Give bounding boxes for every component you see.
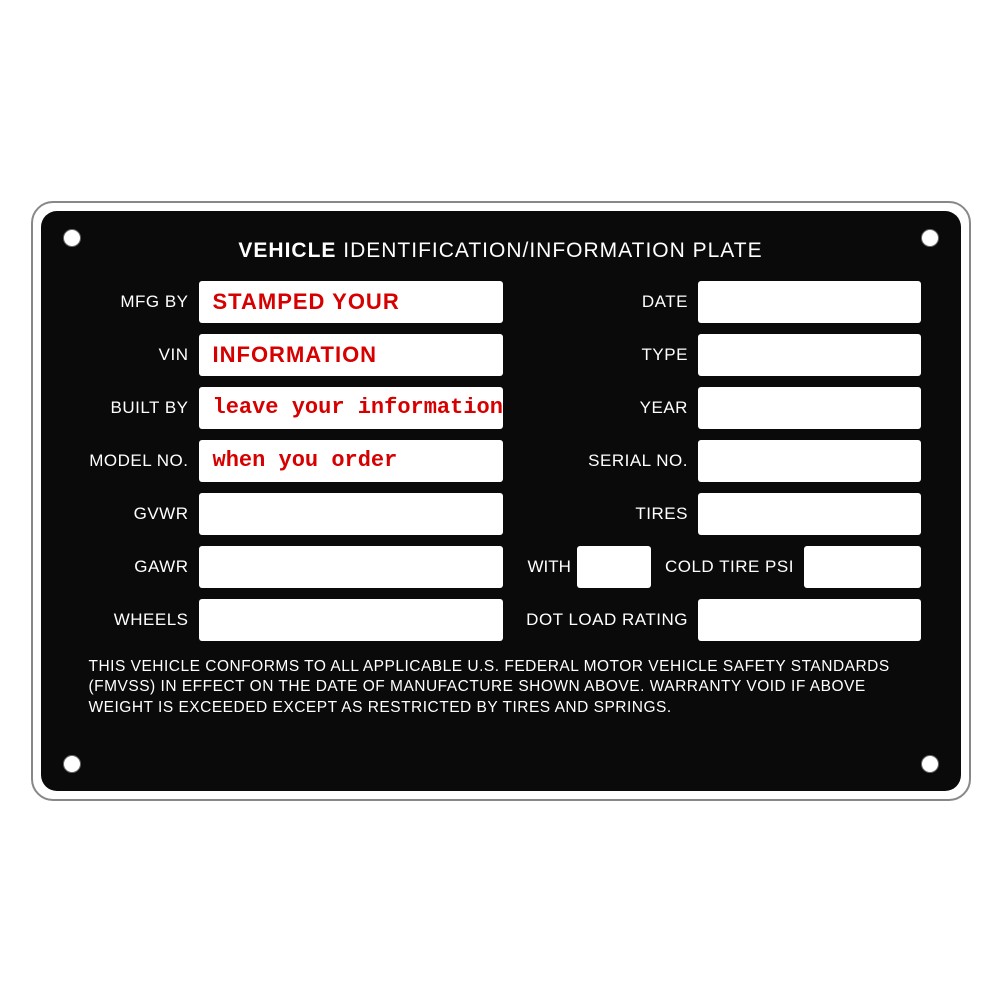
overlay-text: when you order	[213, 448, 398, 473]
field-serial-no: SERIAL NO.	[523, 440, 921, 482]
title-thin: IDENTIFICATION/INFORMATION PLATE	[336, 239, 762, 262]
field-box	[698, 599, 921, 641]
mounting-hole	[921, 755, 939, 773]
field-tires: TIRES	[523, 493, 921, 535]
field-box	[698, 493, 921, 535]
mounting-hole	[63, 229, 81, 247]
overlay-text: leave your information	[213, 395, 503, 420]
field-box: STAMPED YOUR	[199, 281, 503, 323]
field-model-no: MODEL NO. when you order	[81, 440, 503, 482]
field-label: COLD TIRE PSI	[661, 557, 804, 577]
field-label: YEAR	[523, 398, 698, 418]
field-gawr: GAWR	[81, 546, 503, 588]
field-vin: VIN INFORMATION	[81, 334, 503, 376]
field-box	[698, 440, 921, 482]
field-label: BUILT BY	[81, 398, 199, 418]
field-box: INFORMATION	[199, 334, 503, 376]
field-box: when you order	[199, 440, 503, 482]
field-box	[804, 546, 921, 588]
field-box	[698, 387, 921, 429]
with-box	[577, 546, 651, 588]
field-built-by: BUILT BY leave your information	[81, 387, 503, 429]
mounting-hole	[921, 229, 939, 247]
field-label: TYPE	[523, 345, 698, 365]
field-wheels: WHEELS	[81, 599, 503, 641]
plate-title: VEHICLE IDENTIFICATION/INFORMATION PLATE	[81, 239, 921, 263]
field-type: TYPE	[523, 334, 921, 376]
field-label: MFG BY	[81, 292, 199, 312]
field-label: SERIAL NO.	[523, 451, 698, 471]
field-label: MODEL NO.	[81, 451, 199, 471]
field-label: GAWR	[81, 557, 199, 577]
fields-grid: MFG BY STAMPED YOUR DATE VIN INFORMATION…	[81, 281, 921, 641]
field-cold-tire-psi: WITH COLD TIRE PSI	[523, 546, 921, 588]
title-bold: VEHICLE	[238, 239, 336, 262]
field-box	[199, 546, 503, 588]
field-year: YEAR	[523, 387, 921, 429]
field-label: GVWR	[81, 504, 199, 524]
field-label: DATE	[523, 292, 698, 312]
field-label: VIN	[81, 345, 199, 365]
field-label: TIRES	[523, 504, 698, 524]
field-box: leave your information	[199, 387, 503, 429]
overlay-text: STAMPED YOUR	[213, 289, 400, 315]
field-date: DATE	[523, 281, 921, 323]
disclaimer-text: THIS VEHICLE CONFORMS TO ALL APPLICABLE …	[81, 657, 921, 720]
field-box	[698, 334, 921, 376]
with-label: WITH	[523, 557, 571, 577]
field-label: DOT LOAD RATING	[523, 610, 698, 630]
mounting-hole	[63, 755, 81, 773]
field-dot-load-rating: DOT LOAD RATING	[523, 599, 921, 641]
plate-outer: VEHICLE IDENTIFICATION/INFORMATION PLATE…	[31, 201, 971, 801]
field-box	[698, 281, 921, 323]
field-mfg-by: MFG BY STAMPED YOUR	[81, 281, 503, 323]
field-label: WHEELS	[81, 610, 199, 630]
plate-inner: VEHICLE IDENTIFICATION/INFORMATION PLATE…	[41, 211, 961, 791]
field-gvwr: GVWR	[81, 493, 503, 535]
field-box	[199, 493, 503, 535]
field-box	[199, 599, 503, 641]
overlay-text: INFORMATION	[213, 342, 378, 368]
